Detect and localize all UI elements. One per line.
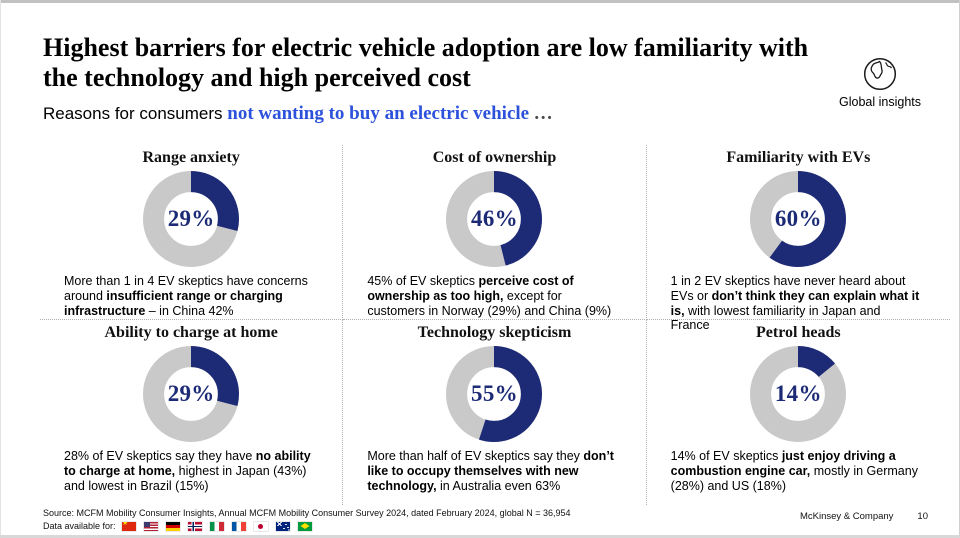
donut-value-label: 55% — [471, 381, 518, 406]
page-title: Highest barriers for electric vehicle ad… — [43, 33, 903, 92]
subtitle-prefix: Reasons for consumers — [43, 104, 228, 123]
panel-description: More than half of EV skeptics say they d… — [367, 449, 614, 493]
flag-brazil-icon — [297, 521, 312, 531]
window-left-edge — [0, 0, 1, 538]
panel-cost-of-ownership: Cost of ownership 46% 45% of EV skeptics… — [343, 145, 647, 320]
flag-japan-icon — [253, 521, 268, 531]
donut-chart-cost-of-ownership: 46% — [446, 171, 543, 267]
window-bottom-edge — [0, 535, 960, 538]
flag-china-icon — [121, 521, 136, 531]
panel-title: Ability to charge at home — [104, 324, 278, 341]
panel-title: Familiarity with EVs — [726, 149, 871, 166]
flag-germany-icon — [165, 521, 180, 531]
page-title-line-2: the technology and high perceived cost — [43, 62, 471, 92]
donut-value-label: 14% — [774, 381, 822, 406]
panel-description: 14% of EV skeptics just enjoy driving a … — [670, 449, 918, 493]
brand-label: McKinsey & Company — [799, 511, 894, 522]
panel-ability-to-charge-at-home: Ability to charge at home 29% 28% of EV … — [40, 320, 344, 505]
footer-left: Source: MCFM Mobility Consumer Insights,… — [43, 508, 571, 531]
subtitle: Reasons for consumers not wanting to buy… — [43, 103, 553, 125]
panel-title: Cost of ownership — [432, 149, 557, 166]
data-available-label: Data available for: — [43, 521, 116, 531]
panel-description: More than 1 in 4 EV skeptics have concer… — [64, 274, 308, 318]
footer-right: McKinsey & Company 10 — [800, 508, 928, 522]
flag-italy-icon — [209, 521, 224, 531]
donut-chart-familiarity-with-evs: 60% — [750, 171, 847, 267]
panel-description: 45% of EV skeptics perceive cost of owne… — [367, 274, 612, 318]
panel-title: Petrol heads — [756, 324, 841, 341]
panel-title: Range anxiety — [142, 149, 240, 166]
donut-rings — [143, 171, 240, 267]
globe-icon — [863, 57, 897, 91]
panel-grid: Range anxiety 29% More than 1 in 4 EV sk… — [40, 145, 950, 505]
panel-title: Technology skepticism — [417, 324, 572, 341]
data-availability-row: Data available for: — [43, 521, 571, 531]
donut-chart-petrol-heads: 14% — [750, 346, 847, 442]
subtitle-ellipsis: … — [533, 103, 553, 124]
panel-petrol-heads: Petrol heads 14% 14% of EV skeptics just… — [647, 320, 950, 505]
subtitle-emphasis: not wanting to buy an electric vehicle — [227, 103, 530, 124]
donut-chart-ability-to-charge-at-home: 29% — [143, 346, 240, 442]
page-number: 10 — [917, 511, 928, 522]
panel-familiarity-with-evs: Familiarity with EVs 60% 1 in 2 EV skept… — [646, 145, 950, 332]
donut-chart-range-anxiety: 29% — [143, 171, 240, 267]
panel-range-anxiety: Range anxiety 29% More than 1 in 4 EV sk… — [40, 145, 344, 320]
flag-australia-icon — [275, 521, 290, 531]
donut-rings — [750, 171, 847, 267]
page-title-line-1: Highest barriers for electric vehicle ad… — [43, 33, 809, 63]
flag-france-icon — [231, 521, 246, 531]
flag-norway-icon — [187, 521, 202, 531]
panel-description: 1 in 2 EV skeptics have never heard abou… — [670, 274, 920, 333]
donut-value-label: 29% — [167, 381, 215, 406]
flag-usa-icon — [143, 521, 158, 531]
donut-value-label: 46% — [471, 206, 518, 231]
donut-value-label: 29% — [167, 206, 215, 231]
donut-chart-technology-skepticism: 55% — [446, 346, 543, 442]
source-note: Source: MCFM Mobility Consumer Insights,… — [43, 508, 571, 518]
donut-rings — [143, 346, 240, 442]
footer: Source: MCFM Mobility Consumer Insights,… — [43, 508, 928, 531]
panel-description: 28% of EV skeptics say they have no abil… — [64, 449, 311, 493]
flag-list — [121, 521, 320, 531]
badge-label: Global insights — [839, 95, 921, 109]
global-insights-badge: Global insights — [830, 55, 930, 109]
donut-value-label: 60% — [774, 206, 822, 231]
donut-rings — [750, 346, 847, 442]
donut-rings — [446, 171, 543, 267]
window-top-edge — [0, 0, 960, 3]
panel-technology-skepticism: Technology skepticism 55% More than half… — [343, 320, 647, 505]
donut-rings — [446, 346, 543, 442]
